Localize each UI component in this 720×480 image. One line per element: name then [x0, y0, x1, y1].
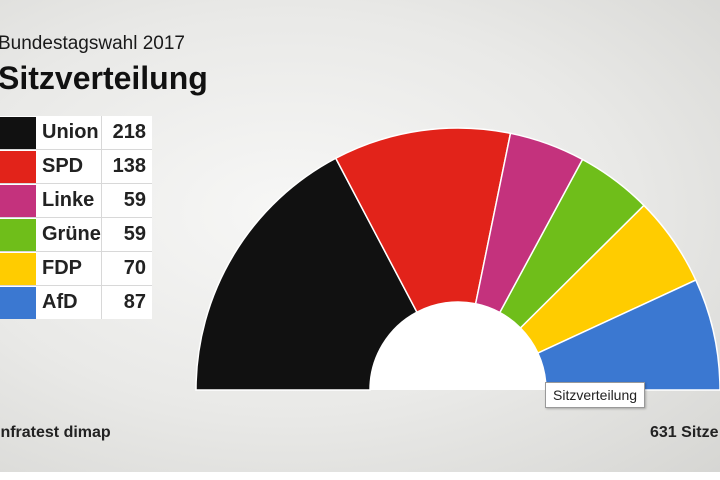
legend-value: 87 — [123, 291, 146, 313]
legend-divider — [101, 286, 102, 319]
legend-swatch — [0, 116, 36, 149]
legend-label: SPD — [42, 155, 84, 177]
legend-label: AfD — [42, 291, 78, 313]
legend: Union 218 SPD 138 Linke 59 Grüne 59 FDP … — [0, 116, 152, 319]
legend-divider — [101, 116, 102, 149]
legend-label: Linke — [42, 189, 95, 211]
legend-item-spd: SPD 138 — [0, 150, 152, 184]
legend-label: FDP — [42, 257, 82, 279]
legend-swatch — [0, 218, 36, 251]
legend-label: Grüne — [42, 223, 101, 245]
legend-swatch — [0, 286, 36, 319]
legend-label: Union — [42, 121, 99, 143]
legend-divider — [101, 150, 102, 183]
legend-item-linke: Linke 59 — [0, 184, 152, 218]
legend-divider — [101, 252, 102, 285]
legend-divider — [101, 218, 102, 251]
legend-value: 59 — [123, 189, 146, 211]
legend-swatch — [0, 252, 36, 285]
legend-value: 218 — [112, 121, 146, 143]
legend-value: 59 — [123, 223, 146, 245]
legend-item-fdp: FDP 70 — [0, 252, 152, 286]
legend-swatch — [0, 150, 36, 183]
total-seats: 631 Sitze — [650, 424, 719, 441]
chart-supertitle: Bundestagswahl 2017 — [0, 33, 185, 54]
hover-tooltip: Sitzverteilung — [545, 382, 646, 408]
legend-divider — [101, 184, 102, 217]
chart-title: Sitzverteilung — [0, 60, 208, 96]
legend-item-union: Union 218 — [0, 116, 152, 150]
legend-swatch — [0, 184, 36, 217]
legend-value: 70 — [123, 257, 146, 279]
legend-item-afd: AfD 87 — [0, 286, 152, 319]
legend-value: 138 — [112, 155, 146, 177]
inner-hole — [370, 302, 546, 390]
source-credit: infratest dimap — [0, 424, 111, 441]
legend-item-gruene: Grüne 59 — [0, 218, 152, 252]
